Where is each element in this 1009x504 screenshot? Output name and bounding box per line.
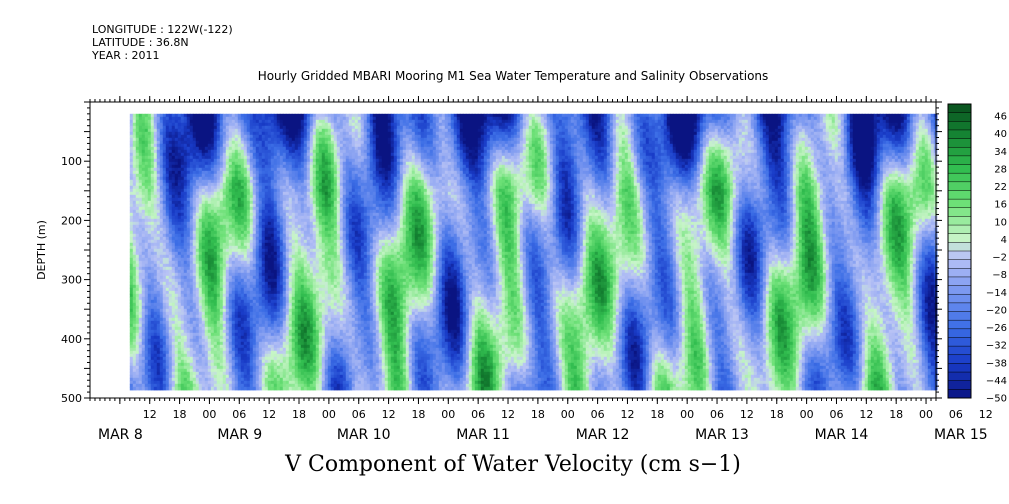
colorbar-swatch — [948, 303, 971, 312]
colorbar-swatch — [948, 208, 971, 217]
x-hour-label: 00 — [561, 408, 575, 421]
colorbar-label: 10 — [994, 217, 1007, 228]
colorbar-swatch — [948, 389, 971, 398]
x-hour-label: 18 — [292, 408, 306, 421]
y-tick-label: 100 — [61, 155, 82, 168]
x-hour-label: 00 — [680, 408, 694, 421]
y-tick-label: 200 — [61, 214, 82, 227]
x-day-label: MAR 8 — [98, 427, 143, 443]
x-hour-label: 12 — [859, 408, 873, 421]
x-hour-label: 06 — [352, 408, 366, 421]
colorbar-label: −32 — [986, 341, 1007, 352]
colorbar-label: 34 — [994, 147, 1007, 158]
x-hour-label: 00 — [800, 408, 814, 421]
colorbar-swatch — [948, 104, 971, 113]
x-hour-label: 06 — [949, 408, 963, 421]
colorbar-label: −14 — [986, 288, 1007, 299]
x-hour-label: 18 — [770, 408, 784, 421]
x-hour-label: 18 — [531, 408, 545, 421]
x-hour-label: 00 — [202, 408, 216, 421]
x-hour-label: 12 — [979, 408, 993, 421]
x-hour-label: 12 — [382, 408, 396, 421]
x-day-label: MAR 13 — [695, 427, 749, 443]
colorbar-swatch — [948, 251, 971, 260]
x-day-label: MAR 14 — [815, 427, 869, 443]
colorbar-swatch — [948, 268, 971, 277]
colorbar-label: −38 — [986, 358, 1007, 369]
x-day-label: MAR 10 — [337, 427, 391, 443]
x-hour-label: 12 — [620, 408, 634, 421]
x-hour-label: 18 — [173, 408, 187, 421]
colorbar-swatch — [948, 320, 971, 329]
x-hour-label: 18 — [889, 408, 903, 421]
colorbar-swatch — [948, 337, 971, 346]
colorbar-label: −50 — [986, 394, 1007, 405]
colorbar-swatch — [948, 113, 971, 122]
x-hour-label: 06 — [710, 408, 724, 421]
colorbar-swatch — [948, 165, 971, 174]
colorbar-swatch — [948, 173, 971, 182]
colorbar-swatch — [948, 312, 971, 321]
colorbar-swatch — [948, 329, 971, 338]
colorbar-swatch — [948, 130, 971, 139]
x-day-label: MAR 11 — [456, 427, 510, 443]
colorbar-swatch — [948, 286, 971, 295]
x-hour-label: 18 — [650, 408, 664, 421]
colorbar-swatch — [948, 260, 971, 269]
y-tick-label: 500 — [61, 392, 82, 405]
y-tick-label: 300 — [61, 274, 82, 287]
y-axis-label: DEPTH (m) — [35, 220, 48, 280]
colorbar-swatch — [948, 225, 971, 234]
x-hour-label: 12 — [740, 408, 754, 421]
colorbar-swatch — [948, 346, 971, 355]
x-hour-label: 00 — [441, 408, 455, 421]
colorbar-swatch — [948, 242, 971, 251]
x-day-label: MAR 12 — [576, 427, 630, 443]
colorbar-swatch — [948, 121, 971, 130]
x-day-label: MAR 15 — [934, 427, 988, 443]
colorbar-label: 22 — [994, 182, 1007, 193]
x-hour-label: 12 — [143, 408, 157, 421]
colorbar-swatch — [948, 355, 971, 364]
colorbar-label: −20 — [986, 305, 1007, 316]
colorbar-label: 28 — [994, 164, 1007, 175]
x-hour-label: 00 — [322, 408, 336, 421]
colorbar-swatch — [948, 277, 971, 286]
colorbar: 46 40 34 28 22 16 10 4 −2 −8 −14 −20 −26 −32 −38 −44 −50 — [948, 104, 1007, 405]
colorbar-label: 46 — [994, 112, 1007, 123]
colorbar-label: −2 — [992, 253, 1007, 264]
x-hour-label: 06 — [591, 408, 605, 421]
colorbar-swatch — [948, 156, 971, 165]
colorbar-swatch — [948, 381, 971, 390]
colorbar-label: 16 — [994, 200, 1007, 211]
x-hour-label: 06 — [471, 408, 485, 421]
colorbar-label: 4 — [1001, 235, 1007, 246]
heatmap-cells — [130, 114, 938, 391]
colorbar-swatch — [948, 182, 971, 191]
colorbar-label: −44 — [986, 376, 1007, 387]
colorbar-swatch — [948, 139, 971, 148]
x-day-label: MAR 9 — [217, 427, 262, 443]
colorbar-label: −26 — [986, 323, 1007, 334]
x-hour-label: 00 — [919, 408, 933, 421]
x-hour-label: 06 — [232, 408, 246, 421]
x-hour-label: 12 — [262, 408, 276, 421]
colorbar-swatch — [948, 372, 971, 381]
colorbar-label: −8 — [992, 270, 1007, 281]
x-day-labels: MAR 8 MAR 9 MAR 10 MAR 11 MAR 12 MAR 13 MAR 14… — [98, 427, 988, 443]
y-tick-label: 400 — [61, 333, 82, 346]
x-hour-labels: 12 18 00 06 12 18 00 06 12 18 00 06 12 18 00 06 12 18 00 06… — [143, 408, 1009, 421]
x-hour-label: 18 — [411, 408, 425, 421]
colorbar-swatch — [948, 216, 971, 225]
x-hour-label: 06 — [829, 408, 843, 421]
colorbar-swatch — [948, 147, 971, 156]
colorbar-swatch — [948, 190, 971, 199]
colorbar-swatch — [948, 363, 971, 372]
colorbar-label: 40 — [994, 129, 1007, 140]
colorbar-swatch — [948, 199, 971, 208]
colorbar-swatch — [948, 234, 971, 243]
colorbar-swatch — [948, 294, 971, 303]
x-hour-label: 12 — [501, 408, 515, 421]
